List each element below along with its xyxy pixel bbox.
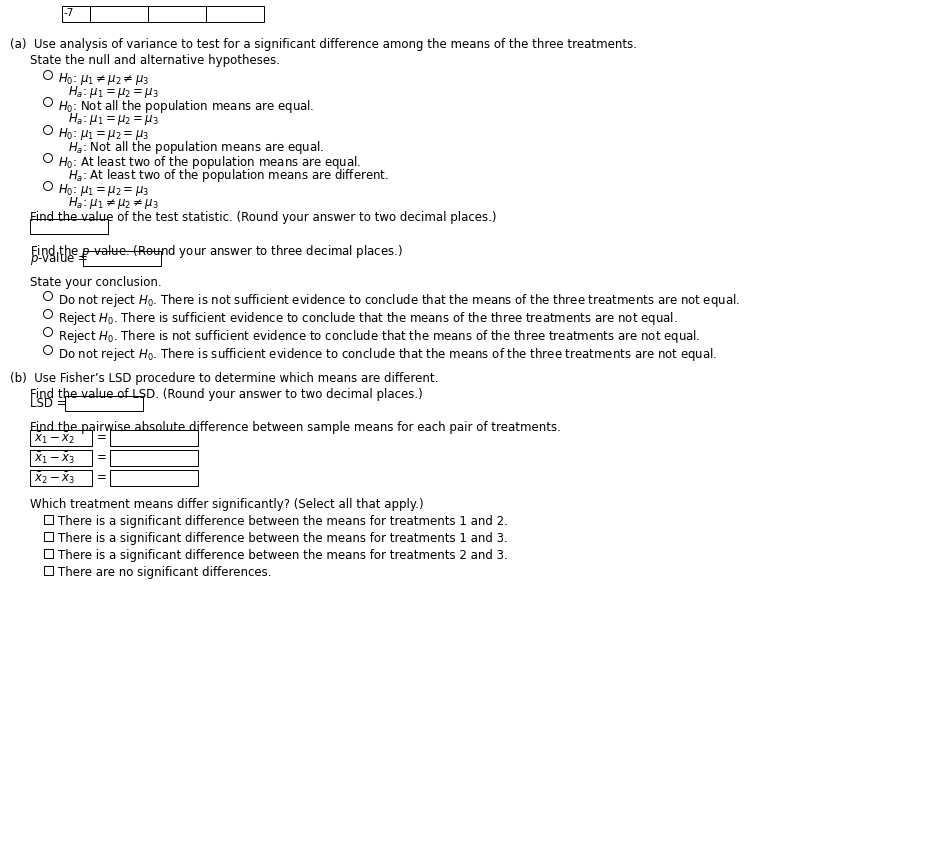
Text: Find the $p$-value. (Round your answer to three decimal places.): Find the $p$-value. (Round your answer t… bbox=[30, 243, 403, 260]
Text: Find the value of LSD. (Round your answer to two decimal places.): Find the value of LSD. (Round your answe… bbox=[30, 388, 422, 401]
Text: -7: -7 bbox=[64, 8, 75, 18]
Text: $H_0$: $\mu_1 \neq \mu_2 \neq \mu_3$: $H_0$: $\mu_1 \neq \mu_2 \neq \mu_3$ bbox=[58, 71, 149, 87]
FancyBboxPatch shape bbox=[65, 395, 143, 410]
Text: $H_a$: Not all the population means are equal.: $H_a$: Not all the population means are … bbox=[68, 139, 324, 156]
FancyBboxPatch shape bbox=[30, 470, 92, 486]
Text: State your conclusion.: State your conclusion. bbox=[30, 276, 161, 289]
Text: $H_0$: At least two of the population means are equal.: $H_0$: At least two of the population me… bbox=[58, 154, 361, 171]
Text: Reject $H_0$. There is not sufficient evidence to conclude that the means of the: Reject $H_0$. There is not sufficient ev… bbox=[58, 328, 700, 345]
Text: $H_0$: $\mu_1 = \mu_2 = \mu_3$: $H_0$: $\mu_1 = \mu_2 = \mu_3$ bbox=[58, 182, 149, 198]
Text: There is a significant difference between the means for treatments 1 and 3.: There is a significant difference betwee… bbox=[58, 532, 507, 545]
Text: $H_0$: $\mu_1 = \mu_2 = \mu_3$: $H_0$: $\mu_1 = \mu_2 = \mu_3$ bbox=[58, 126, 149, 142]
FancyBboxPatch shape bbox=[30, 218, 108, 233]
FancyBboxPatch shape bbox=[30, 450, 92, 466]
FancyBboxPatch shape bbox=[110, 470, 198, 486]
Text: Reject $H_0$. There is sufficient evidence to conclude that the means of the thr: Reject $H_0$. There is sufficient eviden… bbox=[58, 310, 677, 327]
Text: $H_0$: Not all the population means are equal.: $H_0$: Not all the population means are … bbox=[58, 98, 314, 115]
Text: =: = bbox=[97, 471, 107, 485]
Text: $p$-value =: $p$-value = bbox=[30, 250, 90, 266]
Text: $H_a$: $\mu_1 = \mu_2 = \mu_3$: $H_a$: $\mu_1 = \mu_2 = \mu_3$ bbox=[68, 111, 159, 127]
Text: Do not reject $H_0$. There is sufficient evidence to conclude that the means of : Do not reject $H_0$. There is sufficient… bbox=[58, 346, 716, 363]
Text: $H_a$: $\mu_1 = \mu_2 = \mu_3$: $H_a$: $\mu_1 = \mu_2 = \mu_3$ bbox=[68, 84, 159, 100]
Text: Do not reject $H_0$. There is not sufficient evidence to conclude that the means: Do not reject $H_0$. There is not suffic… bbox=[58, 292, 739, 309]
Text: State the null and alternative hypotheses.: State the null and alternative hypothese… bbox=[30, 54, 279, 67]
Text: (a)  Use analysis of variance to test for a significant difference among the mea: (a) Use analysis of variance to test for… bbox=[10, 38, 636, 51]
FancyBboxPatch shape bbox=[62, 6, 90, 22]
Text: $\bar{x}_1 - \bar{x}_3$: $\bar{x}_1 - \bar{x}_3$ bbox=[34, 450, 75, 466]
FancyBboxPatch shape bbox=[90, 6, 148, 22]
Text: $\bar{x}_1 - \bar{x}_2$: $\bar{x}_1 - \bar{x}_2$ bbox=[34, 431, 75, 446]
Text: $H_a$: $\mu_1 \neq \mu_2 \neq \mu_3$: $H_a$: $\mu_1 \neq \mu_2 \neq \mu_3$ bbox=[68, 195, 159, 211]
Text: Find the value of the test statistic. (Round your answer to two decimal places.): Find the value of the test statistic. (R… bbox=[30, 211, 496, 224]
Text: There is a significant difference between the means for treatments 2 and 3.: There is a significant difference betwee… bbox=[58, 549, 507, 562]
FancyBboxPatch shape bbox=[30, 430, 92, 446]
FancyBboxPatch shape bbox=[110, 430, 198, 446]
Text: Find the pairwise absolute difference between sample means for each pair of trea: Find the pairwise absolute difference be… bbox=[30, 421, 561, 434]
Text: $H_a$: At least two of the population means are different.: $H_a$: At least two of the population me… bbox=[68, 167, 389, 184]
Text: =: = bbox=[97, 452, 107, 464]
FancyBboxPatch shape bbox=[110, 450, 198, 466]
Text: Which treatment means differ significantly? (Select all that apply.): Which treatment means differ significant… bbox=[30, 498, 423, 511]
FancyBboxPatch shape bbox=[148, 6, 206, 22]
Text: (b)  Use Fisher’s LSD procedure to determine which means are different.: (b) Use Fisher’s LSD procedure to determ… bbox=[10, 372, 438, 385]
FancyBboxPatch shape bbox=[83, 250, 160, 266]
Text: $\bar{x}_2 - \bar{x}_3$: $\bar{x}_2 - \bar{x}_3$ bbox=[34, 470, 75, 486]
Text: LSD =: LSD = bbox=[30, 397, 70, 409]
FancyBboxPatch shape bbox=[206, 6, 263, 22]
Text: =: = bbox=[97, 431, 107, 444]
Text: There is a significant difference between the means for treatments 1 and 2.: There is a significant difference betwee… bbox=[58, 515, 507, 528]
Text: There are no significant differences.: There are no significant differences. bbox=[58, 566, 271, 579]
